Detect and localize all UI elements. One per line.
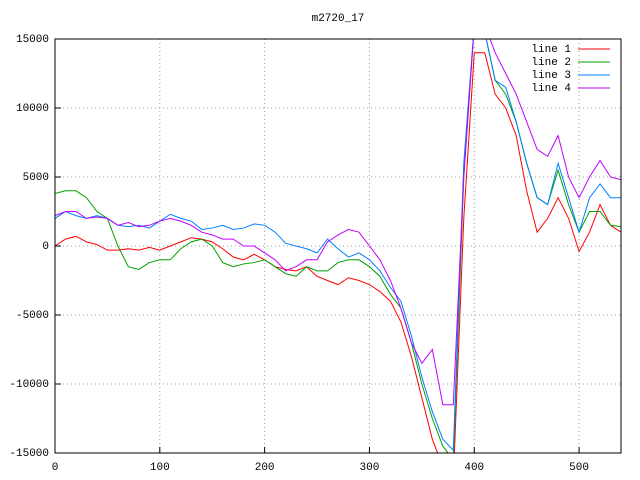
data-line [55,52,621,453]
legend-label: line 4 [531,83,571,95]
x-tick-label: 500 [569,462,589,474]
x-tick-label: 100 [150,462,170,474]
data-line [55,39,621,452]
y-tick-label: 10000 [16,103,49,115]
y-tick-label: -5000 [16,310,49,322]
chart-title: m2720_17 [312,13,365,25]
y-tick-label: 15000 [16,34,49,46]
data-line [55,39,621,406]
y-tick-label: 5000 [23,172,49,184]
legend-label: line 1 [531,44,571,56]
legend-label: line 2 [531,57,571,69]
legend-label: line 3 [531,70,571,82]
y-tick-label: 0 [42,241,49,253]
x-tick-label: 300 [360,462,380,474]
x-tick-label: 400 [464,462,484,474]
y-tick-label: -10000 [9,379,49,391]
x-tick-label: 200 [255,462,275,474]
y-tick-label: -15000 [9,448,49,460]
x-tick-label: 0 [52,462,59,474]
